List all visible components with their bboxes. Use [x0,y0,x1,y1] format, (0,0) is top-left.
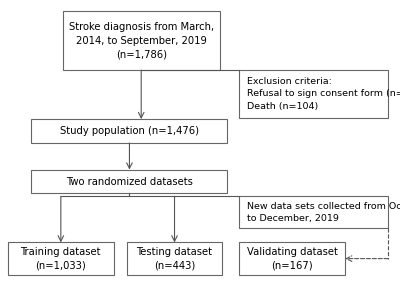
FancyBboxPatch shape [8,243,114,275]
FancyBboxPatch shape [63,11,220,70]
FancyBboxPatch shape [32,170,228,193]
Text: Training dataset
(n=1,033): Training dataset (n=1,033) [20,247,101,271]
Text: Exclusion criteria:
Refusal to sign consent form (n=206)
Death (n=104): Exclusion criteria: Refusal to sign cons… [247,77,400,111]
Text: Testing dataset
(n=443): Testing dataset (n=443) [136,247,212,271]
Text: Stroke diagnosis from March,
2014, to September, 2019
(n=1,786): Stroke diagnosis from March, 2014, to Se… [69,22,214,60]
FancyBboxPatch shape [239,70,388,118]
Text: New data sets collected from October,
to December, 2019: New data sets collected from October, to… [247,202,400,223]
FancyBboxPatch shape [239,243,345,275]
Text: Two randomized datasets: Two randomized datasets [66,176,193,186]
FancyBboxPatch shape [128,243,222,275]
FancyBboxPatch shape [32,119,228,143]
FancyBboxPatch shape [239,196,388,229]
Text: Validating dataset
(n=167): Validating dataset (n=167) [247,247,338,271]
Text: Study population (n=1,476): Study population (n=1,476) [60,126,199,136]
